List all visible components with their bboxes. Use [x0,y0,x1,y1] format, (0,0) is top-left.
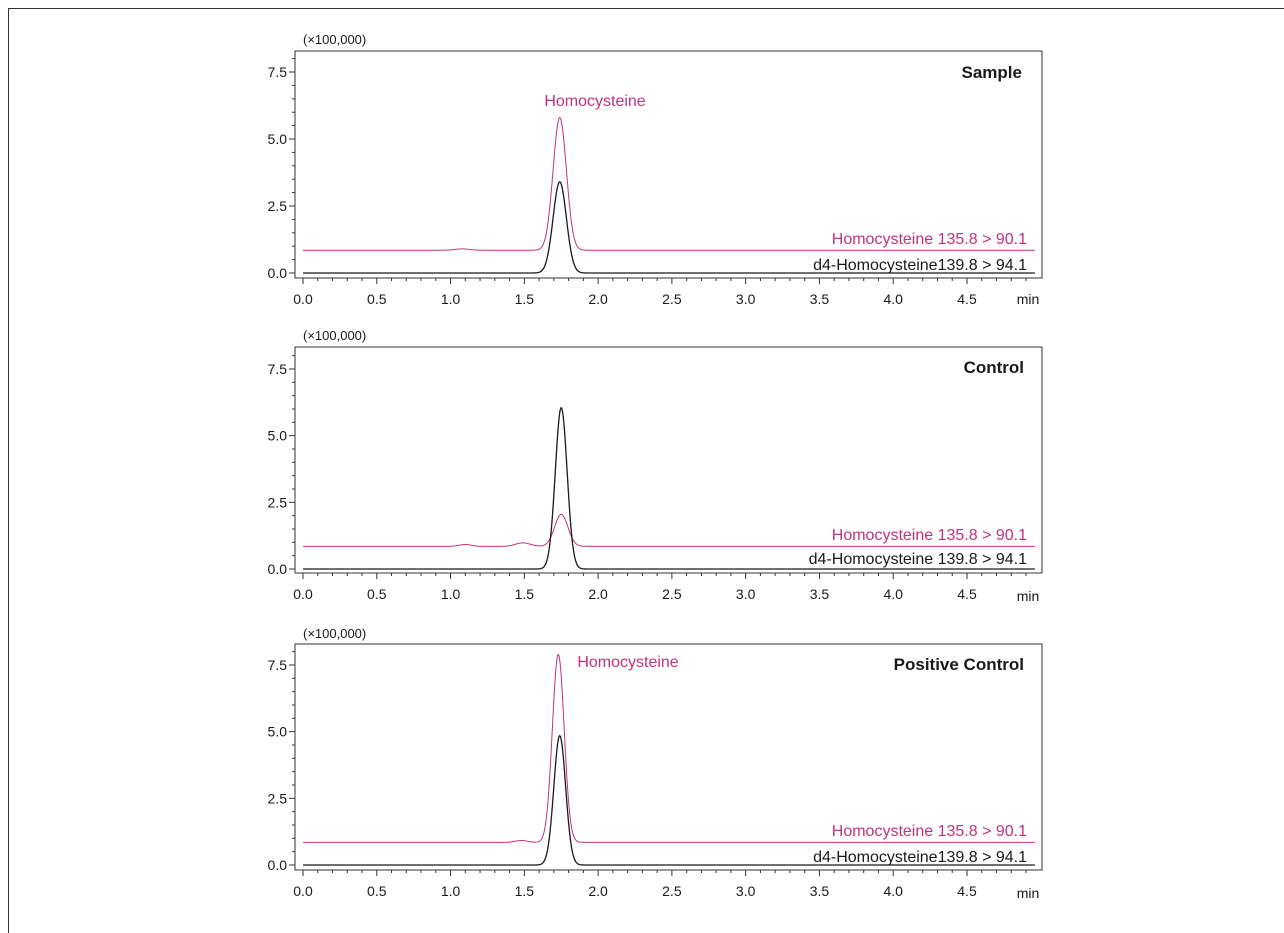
x-tick-label: 1.5 [515,586,535,602]
y-tick-label: 7.5 [268,64,288,80]
y-tick-label: 5.0 [268,131,288,147]
y-tick-label: 2.5 [268,790,288,806]
y-tick-label: 0.0 [268,265,288,281]
x-tick-label: 0.5 [367,291,387,307]
x-tick-label: 3.5 [810,586,830,602]
x-tick-label: 4.5 [957,883,977,899]
x-tick-label: 4.5 [957,291,977,307]
x-tick-label: 3.0 [736,291,756,307]
series-label-d4-homocysteine: d4-Homocysteine139.8 > 94.1 [813,257,1027,274]
x-axis-unit: min [1017,885,1040,901]
chart-panel-control: (×100,000) 0.0 2.5 5.0 7.5 0.0 0.5 1.0 1.5 2.0 2.… [268,328,1043,604]
y-tick-label: 2.5 [268,494,288,510]
x-tick-label: 2.0 [588,291,608,307]
series-line-homocysteine [303,116,1035,251]
x-tick-label: 1.0 [441,586,461,602]
series-label-homocysteine: Homocysteine 135.8 > 90.1 [832,823,1027,840]
x-axis-unit: min [1017,588,1040,604]
x-tick-label: 1.5 [515,291,535,307]
y-tick-label: 5.0 [268,428,288,444]
peak-label: Homocysteine [577,654,678,671]
y-tick-label: 0.0 [268,561,288,577]
y-tick-label: 5.0 [268,724,288,740]
chart-title: Positive Control [894,655,1024,674]
y-multiplier-label: (×100,000) [303,626,366,641]
x-tick-label: 4.0 [883,586,903,602]
series-label-homocysteine: Homocysteine 135.8 > 90.1 [832,231,1027,248]
series-lines [303,654,1035,866]
y-tick-label: 7.5 [268,361,288,377]
chart-title: Control [964,358,1024,377]
x-tick-label: 0.5 [367,883,387,899]
y-tick-label: 0.0 [268,857,288,873]
y-multiplier-label: (×100,000) [303,328,366,343]
x-tick-label: 0.0 [293,883,313,899]
x-tick-label: 2.5 [662,291,682,307]
y-multiplier-label: (×100,000) [303,32,366,47]
x-tick-label: 3.0 [736,883,756,899]
series-line-homocysteine [303,654,1035,843]
chart-panel-positive-control: (×100,000) 0.0 2.5 5.0 7.5 0.0 0.5 1.0 1.5 2.0 2.… [268,626,1043,901]
plot-area-frame [294,50,1043,279]
series-lines [303,116,1035,274]
peak-label: Homocysteine [544,93,645,110]
x-tick-label: 0.0 [293,586,313,602]
plot-area-frame [294,346,1043,574]
x-tick-label: 3.0 [736,586,756,602]
series-label-d4-homocysteine: d4-Homocysteine 139.8 > 94.1 [809,551,1027,568]
axis-ticks: 0.0 2.5 5.0 7.5 0.0 0.5 1.0 1.5 2.0 2.5 3.0 3.5 4.0 4… [268,58,1027,307]
series-line-d4-homocysteine [303,734,1035,866]
x-tick-label: 3.5 [810,883,830,899]
x-tick-label: 4.5 [957,586,977,602]
series-line-homocysteine [303,513,1035,547]
series-lines [303,407,1035,570]
figure-frame [8,8,1284,933]
x-tick-label: 0.5 [367,586,387,602]
chart-title: Sample [962,63,1022,82]
chart-panel-sample: (×100,000) 0.0 2.5 5.0 7.5 0.0 0.5 1.0 1.5 2.0 2.… [268,32,1043,307]
series-label-homocysteine: Homocysteine 135.8 > 90.1 [832,527,1027,544]
axis-ticks: 0.0 2.5 5.0 7.5 0.0 0.5 1.0 1.5 2.0 2.5 3.0 3.5 4.0 4… [268,651,1027,899]
x-tick-label: 2.5 [662,586,682,602]
plot-area-frame [294,643,1043,871]
x-tick-label: 1.0 [441,291,461,307]
x-tick-label: 2.0 [588,586,608,602]
x-axis-unit: min [1017,291,1040,307]
series-line-d4-homocysteine [303,407,1035,570]
x-tick-label: 0.0 [293,291,313,307]
series-line-d4-homocysteine [303,181,1035,274]
x-tick-label: 3.5 [810,291,830,307]
y-tick-label: 7.5 [268,657,288,673]
x-tick-label: 1.0 [441,883,461,899]
axis-ticks: 0.0 2.5 5.0 7.5 0.0 0.5 1.0 1.5 2.0 2.5 3.0 3.5 4.0 4… [268,355,1027,602]
x-tick-label: 1.5 [515,883,535,899]
x-tick-label: 4.0 [883,883,903,899]
x-tick-label: 4.0 [883,291,903,307]
x-tick-label: 2.0 [588,883,608,899]
x-tick-label: 2.5 [662,883,682,899]
y-tick-label: 2.5 [268,198,288,214]
series-label-d4-homocysteine: d4-Homocysteine139.8 > 94.1 [813,849,1027,866]
